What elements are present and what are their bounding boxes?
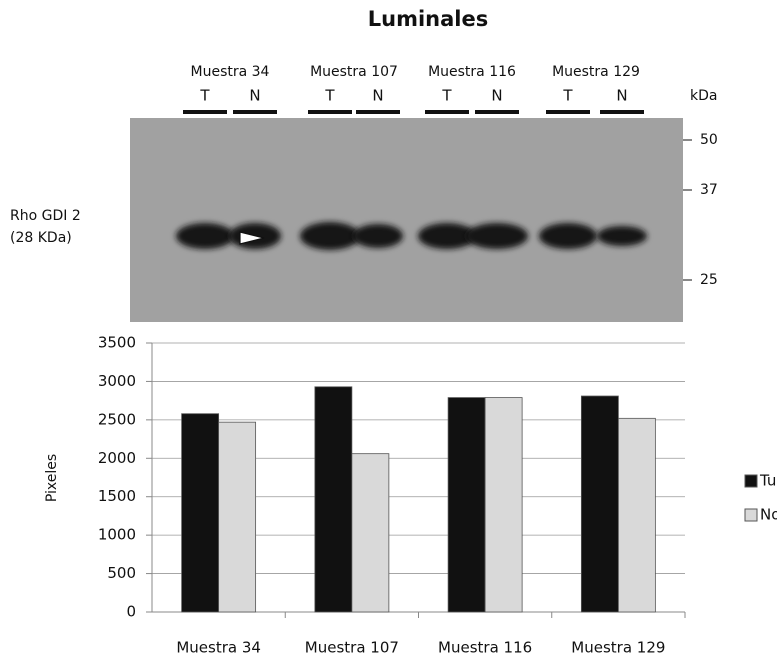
lane-bar	[475, 110, 519, 114]
x-tick-label: Muestra 129	[571, 639, 665, 657]
bar	[581, 396, 618, 612]
bar	[182, 414, 219, 612]
sample-label: Muestra 129	[552, 64, 640, 80]
lane-label: N	[249, 87, 260, 105]
band-label: (28 KDa)	[10, 230, 72, 246]
bar	[485, 398, 522, 612]
lane-bar	[183, 110, 227, 114]
y-tick-label: 3500	[98, 334, 136, 352]
band	[300, 222, 360, 250]
unit-label: kDa	[690, 88, 717, 104]
legend-swatch	[745, 509, 757, 521]
bar	[448, 398, 485, 612]
sample-label: Muestra 116	[428, 64, 516, 80]
lane-bar	[425, 110, 469, 114]
y-tick-label: 500	[107, 564, 136, 582]
y-tick-label: 3000	[98, 372, 136, 390]
lane-bar	[546, 110, 590, 114]
legend-label: Normal	[760, 506, 777, 524]
lane-bar	[308, 110, 352, 114]
y-tick-label: 2000	[98, 449, 136, 467]
sample-label: Muestra 107	[310, 64, 398, 80]
y-tick-label: 1000	[98, 526, 136, 544]
blot-texture	[130, 118, 683, 322]
lane-label: N	[372, 87, 383, 105]
lane-label: T	[324, 87, 335, 105]
band	[176, 223, 234, 249]
marker-label: 25	[700, 272, 718, 288]
sample-label: Muestra 34	[191, 64, 270, 80]
bar	[352, 454, 389, 612]
band	[597, 226, 647, 246]
lane-label: N	[616, 87, 627, 105]
band	[466, 223, 528, 249]
y-tick-label: 0	[126, 603, 136, 621]
legend-swatch	[745, 475, 757, 487]
x-tick-label: Muestra 116	[438, 639, 532, 657]
lane-label: T	[199, 87, 210, 105]
band-label: Rho GDI 2	[10, 208, 81, 224]
marker-label: 50	[700, 132, 718, 148]
lane-bar	[356, 110, 400, 114]
bar	[618, 418, 655, 612]
lane-label: N	[491, 87, 502, 105]
bar	[315, 387, 352, 612]
lane-label: T	[562, 87, 573, 105]
y-axis-label: Pixeles	[44, 454, 60, 502]
legend-label: Tumor	[759, 472, 777, 490]
band	[539, 223, 597, 249]
lane-bar	[600, 110, 644, 114]
x-tick-label: Muestra 107	[305, 639, 399, 657]
lane-label: T	[441, 87, 452, 105]
figure: Luminales Rho GDI 2 (28 KDa) kDa Pixeles…	[0, 0, 777, 662]
chart-title: Luminales	[368, 7, 488, 31]
bar	[219, 422, 256, 612]
marker-label: 37	[700, 182, 718, 198]
band	[353, 224, 403, 248]
x-tick-label: Muestra 34	[176, 639, 261, 657]
lane-bar	[233, 110, 277, 114]
y-tick-label: 2500	[98, 410, 136, 428]
y-tick-label: 1500	[98, 487, 136, 505]
